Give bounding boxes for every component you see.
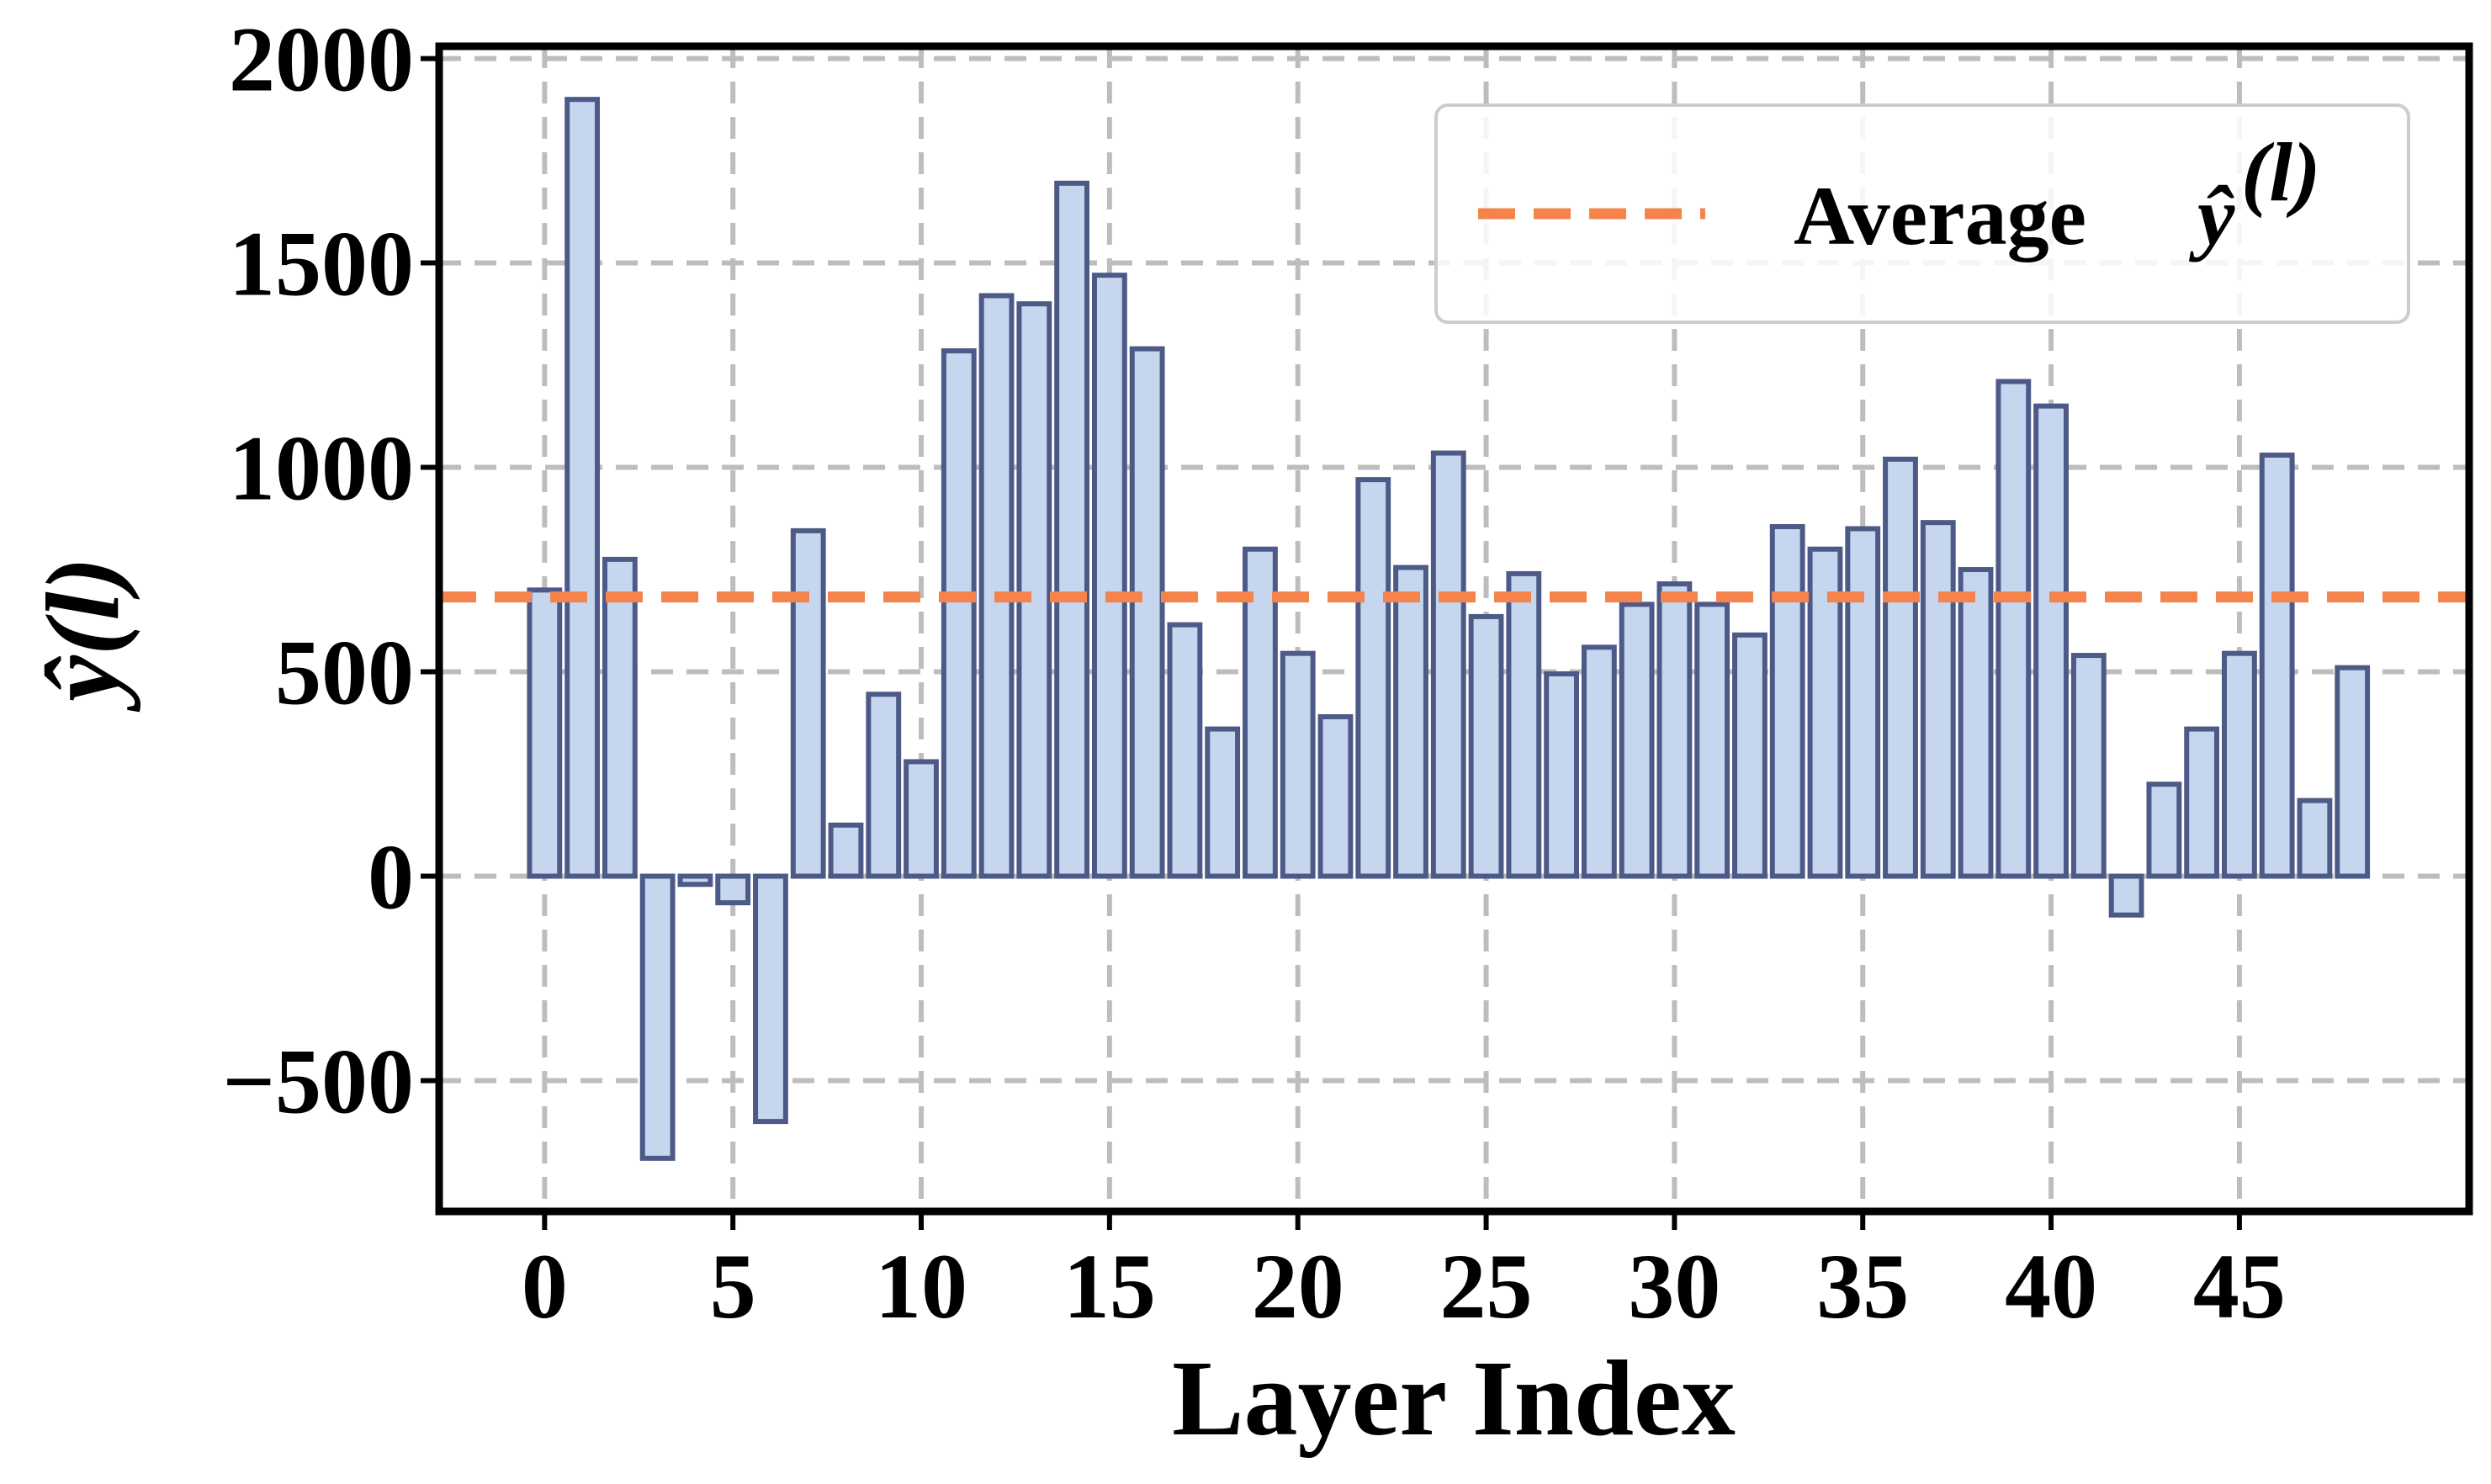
y-tick-label: 500 — [275, 622, 414, 724]
x-tick-label: 35 — [1816, 1235, 1909, 1338]
bar — [2259, 452, 2295, 879]
bar — [2146, 782, 2182, 879]
x-tick-label: 45 — [2193, 1235, 2286, 1338]
bar — [1468, 613, 1504, 879]
bar — [1317, 713, 1354, 879]
bar — [753, 873, 788, 1125]
x-tick-label: 25 — [1440, 1235, 1533, 1338]
x-tick-label: 15 — [1063, 1235, 1156, 1338]
bar-series — [527, 97, 2371, 1161]
legend-average-label: Average — [1794, 169, 2086, 262]
bar — [1883, 456, 1918, 879]
legend: Average ŷ (l) — [1434, 103, 2410, 324]
bar — [978, 293, 1015, 879]
bar — [2070, 653, 2107, 879]
bar — [1769, 524, 1805, 879]
bar — [866, 692, 902, 879]
bar — [2108, 873, 2144, 918]
bar — [715, 873, 751, 906]
bar — [1054, 180, 1090, 879]
bar — [1129, 346, 1165, 879]
legend-average-math-sup: (l) — [2241, 125, 2320, 219]
bar — [941, 348, 977, 879]
bar — [639, 873, 676, 1161]
bar — [2222, 650, 2257, 879]
bar — [2297, 798, 2333, 879]
legend-box — [1434, 103, 2410, 324]
bar — [1506, 570, 1542, 879]
y-axis-label: ŷ(l) — [25, 557, 140, 713]
bar — [1958, 567, 1994, 879]
bar — [564, 97, 601, 879]
bar — [1845, 526, 1881, 879]
bar — [790, 527, 826, 879]
bar — [1995, 379, 2032, 879]
bar — [1091, 273, 1127, 879]
bar — [904, 759, 939, 879]
y-tick-label: 1500 — [229, 213, 414, 315]
y-axis-ticks: −500 0 500 1000 1500 2000 — [222, 8, 439, 1132]
bar — [1016, 301, 1052, 879]
x-tick-label: 10 — [875, 1235, 967, 1338]
y-tick-label: −500 — [222, 1030, 414, 1132]
bar — [1920, 520, 1956, 879]
plot-frame — [435, 42, 2473, 1216]
bar — [2184, 726, 2220, 879]
bar — [2335, 665, 2371, 879]
bar — [1355, 477, 1391, 879]
x-tick-label: 30 — [1628, 1235, 1720, 1338]
bar — [1544, 670, 1579, 879]
x-axis-ticks: 0 5 10 15 20 25 30 35 40 45 — [522, 1211, 2286, 1338]
x-tick-label: 40 — [2005, 1235, 2097, 1338]
bar — [1694, 602, 1730, 879]
bar — [1732, 632, 1768, 879]
x-tick-label: 20 — [1252, 1235, 1344, 1338]
bar — [1430, 450, 1466, 879]
bar — [1581, 644, 1617, 879]
bar — [1656, 581, 1693, 879]
bar — [1167, 622, 1203, 879]
y-tick-label: 2000 — [229, 8, 414, 111]
bar — [1280, 650, 1316, 879]
bar — [1807, 546, 1843, 879]
bar — [1619, 602, 1655, 879]
x-tick-label: 5 — [710, 1235, 756, 1338]
bar — [602, 556, 638, 879]
bar — [828, 822, 864, 879]
bar — [1205, 726, 1241, 879]
x-axis-label: Layer Index — [1172, 1338, 1736, 1458]
bar — [677, 873, 713, 888]
y-tick-label: 0 — [368, 826, 414, 929]
y-tick-label: 1000 — [229, 417, 414, 520]
x-tick-label: 0 — [522, 1235, 568, 1338]
bar — [1243, 546, 1278, 879]
bar — [527, 587, 563, 879]
bar — [2033, 403, 2069, 879]
bar — [1393, 564, 1428, 879]
